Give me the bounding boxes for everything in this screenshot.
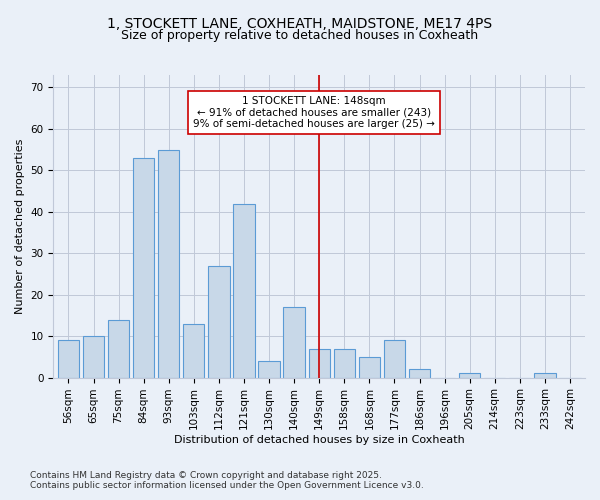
Bar [233, 204, 254, 378]
Bar [83, 336, 104, 378]
Bar [334, 348, 355, 378]
Bar [409, 370, 430, 378]
Bar [58, 340, 79, 378]
Bar [108, 320, 129, 378]
Bar [183, 324, 205, 378]
Text: 1 STOCKETT LANE: 148sqm
← 91% of detached houses are smaller (243)
9% of semi-de: 1 STOCKETT LANE: 148sqm ← 91% of detache… [193, 96, 435, 129]
Bar [308, 348, 330, 378]
Bar [459, 374, 481, 378]
Bar [208, 266, 230, 378]
Bar [384, 340, 405, 378]
Bar [283, 307, 305, 378]
Text: 1, STOCKETT LANE, COXHEATH, MAIDSTONE, ME17 4PS: 1, STOCKETT LANE, COXHEATH, MAIDSTONE, M… [107, 18, 493, 32]
Y-axis label: Number of detached properties: Number of detached properties [15, 138, 25, 314]
Bar [133, 158, 154, 378]
Bar [259, 361, 280, 378]
Text: Size of property relative to detached houses in Coxheath: Size of property relative to detached ho… [121, 29, 479, 42]
Text: Contains HM Land Registry data © Crown copyright and database right 2025.
Contai: Contains HM Land Registry data © Crown c… [30, 470, 424, 490]
Bar [359, 357, 380, 378]
Bar [158, 150, 179, 378]
X-axis label: Distribution of detached houses by size in Coxheath: Distribution of detached houses by size … [174, 435, 464, 445]
Bar [534, 374, 556, 378]
